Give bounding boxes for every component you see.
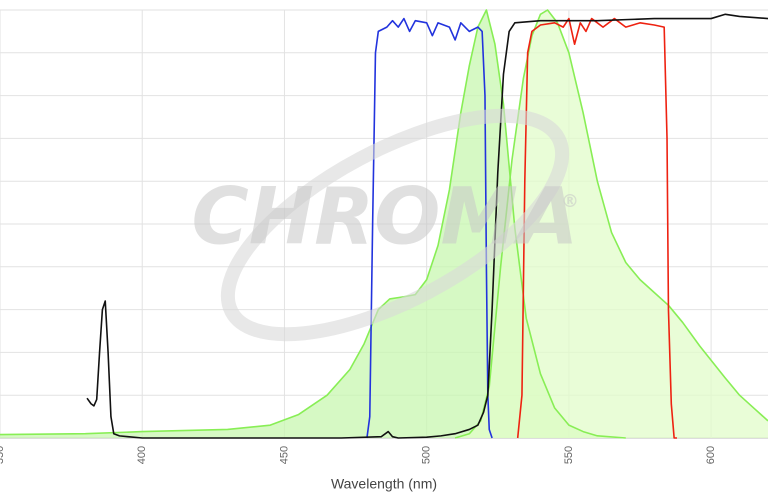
watermark-text: CHROMA [192, 172, 579, 262]
watermark-mark: ® [561, 191, 579, 212]
line [454, 9, 768, 439]
watermark: CHROMA® [192, 108, 579, 342]
line [516, 17, 677, 439]
x-tick-label: 450 [278, 446, 290, 464]
x-tick-label: 500 [421, 446, 433, 464]
x-axis-title: Wavelength (nm) [331, 476, 437, 492]
x-tick-label: 600 [705, 446, 717, 464]
line [366, 17, 493, 439]
watermark-swoosh [220, 108, 570, 342]
x-tick-label: 550 [563, 446, 575, 464]
x-tick-label: 350 [0, 446, 6, 464]
line [86, 13, 768, 439]
x-tick-label: 400 [136, 446, 148, 464]
line [0, 9, 626, 439]
